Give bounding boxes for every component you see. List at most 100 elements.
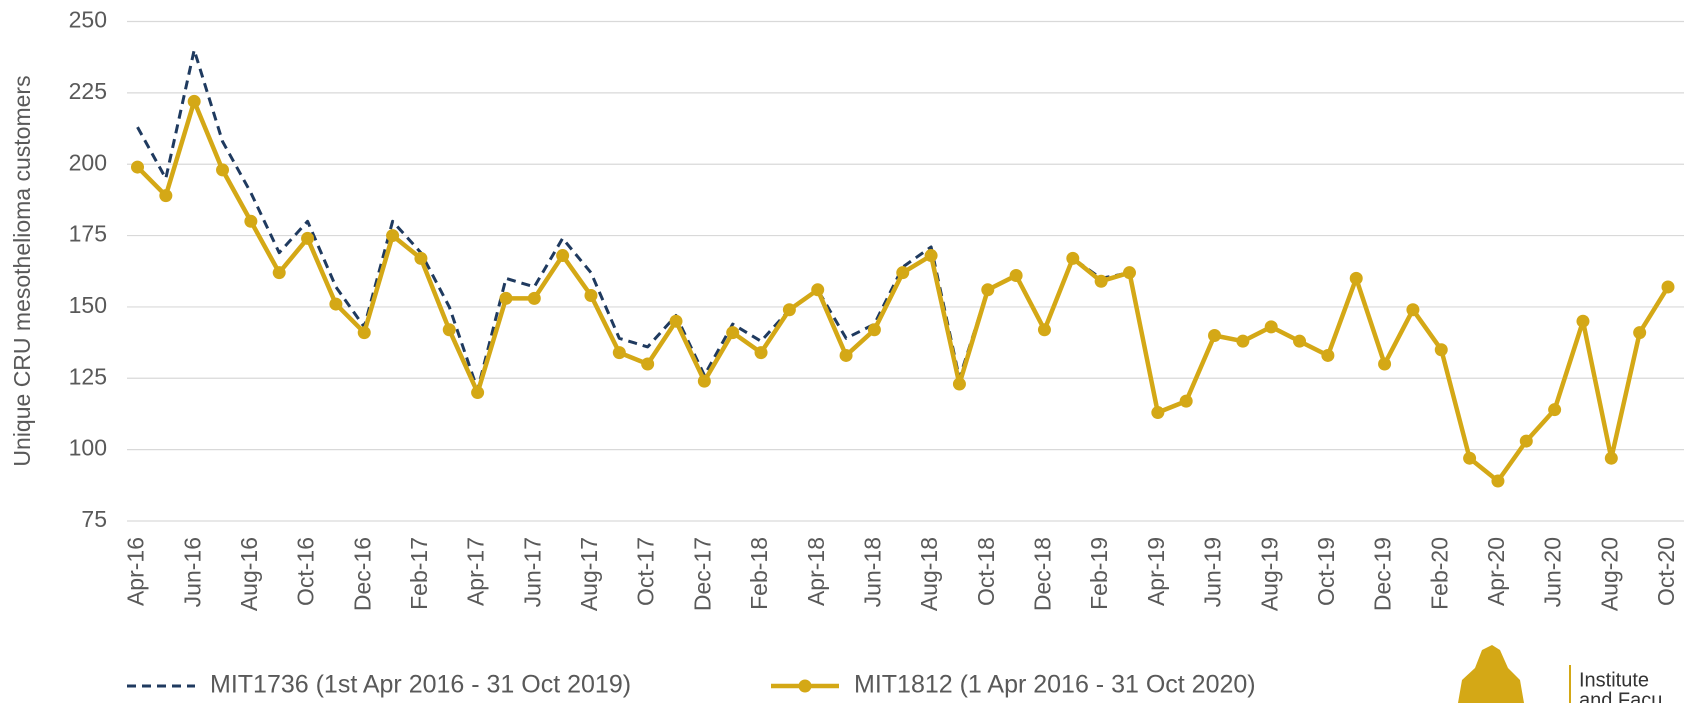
y-tick-label: 200 — [69, 149, 107, 175]
data-point — [357, 326, 371, 340]
x-tick-label: Aug-19 — [1256, 537, 1282, 611]
x-tick-label: Apr-20 — [1483, 537, 1509, 606]
x-tick-label: Aug-20 — [1596, 537, 1622, 611]
series-line — [136, 48, 1329, 414]
data-point — [1037, 323, 1051, 337]
data-point — [584, 289, 598, 303]
data-point — [1349, 271, 1363, 285]
data-point — [1491, 474, 1505, 488]
data-point — [669, 314, 683, 328]
data-point — [272, 266, 286, 280]
data-point — [697, 374, 711, 388]
data-point — [131, 160, 144, 174]
legend-marker — [798, 679, 812, 693]
data-point — [896, 266, 910, 280]
logo-text: and Facu — [1579, 689, 1662, 703]
x-tick-label: Oct-20 — [1653, 537, 1679, 606]
x-tick-label: Apr-18 — [803, 537, 829, 606]
x-tick-label: Feb-18 — [746, 537, 772, 610]
data-point — [1151, 406, 1165, 420]
data-point — [556, 249, 570, 263]
x-tick-label: Aug-17 — [576, 537, 602, 611]
data-point — [1236, 334, 1250, 348]
x-tick-label: Feb-17 — [406, 537, 432, 610]
data-point — [301, 231, 315, 245]
y-tick-label: 125 — [69, 363, 107, 389]
data-point — [1576, 314, 1590, 328]
data-point — [414, 251, 428, 265]
y-tick-label: 150 — [69, 292, 107, 318]
x-tick-label: Dec-18 — [1030, 537, 1056, 611]
x-tick-label: Apr-19 — [1143, 537, 1169, 606]
data-point — [811, 283, 825, 297]
x-tick-label: Jun-20 — [1540, 537, 1566, 607]
data-point — [1264, 320, 1278, 334]
data-point — [612, 346, 626, 360]
data-point — [726, 326, 740, 340]
data-point — [981, 283, 995, 297]
x-tick-label: Oct-17 — [633, 537, 659, 606]
x-tick-label: Jun-18 — [859, 537, 885, 607]
data-point — [159, 189, 173, 203]
data-point — [187, 94, 201, 108]
x-tick-label: Oct-19 — [1313, 537, 1339, 606]
data-point — [471, 386, 485, 400]
x-tick-label: Feb-20 — [1426, 537, 1452, 610]
data-point — [782, 303, 796, 317]
x-tick-label: Jun-16 — [179, 537, 205, 607]
data-point — [1661, 280, 1675, 294]
data-point — [499, 291, 513, 305]
data-point — [1293, 334, 1307, 348]
x-tick-label: Dec-19 — [1370, 537, 1396, 611]
y-tick-label: 250 — [69, 7, 107, 33]
data-point — [1009, 269, 1023, 283]
data-point — [924, 249, 938, 263]
x-tick-label: Apr-17 — [463, 537, 489, 606]
y-tick-label: 225 — [69, 78, 107, 104]
data-point — [244, 214, 258, 228]
data-point — [1208, 328, 1222, 342]
data-point — [442, 323, 456, 337]
data-point — [1406, 303, 1420, 317]
x-tick-label: Apr-16 — [123, 537, 149, 606]
y-tick-label: 100 — [69, 435, 107, 461]
data-point — [641, 357, 655, 371]
x-tick-label: Feb-19 — [1086, 537, 1112, 610]
data-point — [1094, 274, 1108, 288]
y-tick-label: 75 — [81, 506, 107, 532]
logo — [1458, 645, 1571, 703]
data-point — [867, 323, 881, 337]
legend-label: MIT1736 (1st Apr 2016 - 31 Oct 2019) — [210, 671, 631, 699]
data-point — [839, 348, 853, 362]
data-point — [1378, 357, 1392, 371]
data-point — [1519, 434, 1533, 448]
y-tick-label: 175 — [69, 221, 107, 247]
data-point — [527, 291, 541, 305]
series-line — [135, 99, 1670, 484]
data-point — [1321, 348, 1335, 362]
data-point — [952, 377, 966, 391]
data-point — [1179, 394, 1193, 408]
data-point — [1122, 266, 1136, 280]
x-tick-label: Jun-17 — [519, 537, 545, 607]
y-axis-label: Unique CRU mesothelioma customers — [9, 75, 35, 466]
x-tick-label: Aug-16 — [236, 537, 262, 611]
data-point — [386, 229, 400, 243]
data-point — [1463, 451, 1477, 465]
legend-label: MIT1812 (1 Apr 2016 - 31 Oct 2020) — [854, 671, 1256, 699]
data-point — [1548, 403, 1562, 417]
data-point — [1434, 343, 1448, 357]
x-tick-label: Aug-18 — [916, 537, 942, 611]
x-tick-label: Oct-18 — [973, 537, 999, 606]
x-tick-label: Dec-16 — [349, 537, 375, 611]
data-point — [216, 163, 230, 177]
logo-crest — [1458, 645, 1524, 703]
logo-text: Institute — [1579, 669, 1649, 691]
data-point — [1633, 326, 1647, 340]
data-point — [1604, 451, 1618, 465]
x-tick-label: Dec-17 — [689, 537, 715, 611]
x-tick-label: Oct-16 — [293, 537, 319, 606]
data-point — [754, 346, 768, 360]
x-tick-label: Jun-19 — [1200, 537, 1226, 607]
